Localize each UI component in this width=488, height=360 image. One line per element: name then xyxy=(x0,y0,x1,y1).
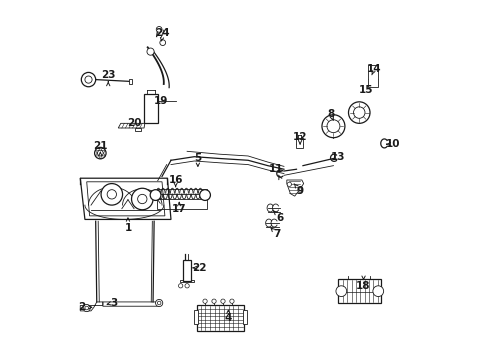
Circle shape xyxy=(101,184,122,205)
Circle shape xyxy=(107,190,116,199)
Polygon shape xyxy=(193,310,198,324)
Bar xyxy=(144,94,158,123)
Text: 8: 8 xyxy=(326,109,333,119)
Polygon shape xyxy=(243,310,247,324)
Polygon shape xyxy=(180,280,193,282)
Text: 16: 16 xyxy=(168,175,183,185)
Text: 21: 21 xyxy=(93,141,107,151)
Text: 6: 6 xyxy=(276,213,284,222)
Circle shape xyxy=(81,72,96,87)
Text: 14: 14 xyxy=(366,64,381,74)
Circle shape xyxy=(137,194,147,204)
Circle shape xyxy=(211,299,216,303)
Text: 5: 5 xyxy=(194,153,201,163)
Polygon shape xyxy=(129,78,132,84)
Circle shape xyxy=(199,190,210,201)
Text: 7: 7 xyxy=(272,229,280,239)
Circle shape xyxy=(147,48,154,55)
Text: 24: 24 xyxy=(155,28,170,38)
Circle shape xyxy=(178,284,183,288)
Bar xyxy=(296,138,303,148)
Circle shape xyxy=(85,306,88,310)
Circle shape xyxy=(131,188,153,210)
Circle shape xyxy=(372,286,383,297)
Bar xyxy=(197,305,244,330)
Circle shape xyxy=(184,284,189,288)
Circle shape xyxy=(286,182,291,186)
Text: 3: 3 xyxy=(110,298,117,308)
Circle shape xyxy=(94,147,106,159)
Circle shape xyxy=(160,40,165,45)
Text: 15: 15 xyxy=(359,85,373,95)
Circle shape xyxy=(83,305,90,312)
Text: 23: 23 xyxy=(101,70,115,80)
Text: 1: 1 xyxy=(124,224,131,233)
Circle shape xyxy=(335,286,346,297)
Circle shape xyxy=(353,107,364,118)
Circle shape xyxy=(203,299,207,303)
Polygon shape xyxy=(118,123,144,128)
Text: 13: 13 xyxy=(330,152,345,162)
Text: 20: 20 xyxy=(126,118,141,128)
Text: 10: 10 xyxy=(386,139,400,149)
Circle shape xyxy=(156,27,162,32)
Bar xyxy=(156,189,206,210)
Text: 12: 12 xyxy=(292,132,306,142)
Text: 22: 22 xyxy=(192,263,206,273)
Bar xyxy=(338,279,380,303)
Circle shape xyxy=(221,299,224,303)
Polygon shape xyxy=(86,182,164,216)
Polygon shape xyxy=(135,128,141,131)
Text: 2: 2 xyxy=(78,302,85,312)
Text: 11: 11 xyxy=(268,164,283,174)
Circle shape xyxy=(348,102,369,123)
Circle shape xyxy=(97,150,103,156)
Circle shape xyxy=(157,301,161,305)
Text: 19: 19 xyxy=(154,96,168,106)
Bar xyxy=(367,65,378,87)
Text: 4: 4 xyxy=(224,313,232,323)
Text: 9: 9 xyxy=(296,186,303,196)
Circle shape xyxy=(326,120,339,133)
Bar xyxy=(183,260,190,281)
Polygon shape xyxy=(80,178,171,220)
Circle shape xyxy=(150,190,161,201)
Circle shape xyxy=(321,115,344,138)
Circle shape xyxy=(229,299,234,303)
Text: 18: 18 xyxy=(356,281,370,291)
Circle shape xyxy=(297,188,302,192)
Text: 17: 17 xyxy=(172,204,186,215)
Circle shape xyxy=(85,76,92,83)
Circle shape xyxy=(155,300,163,307)
